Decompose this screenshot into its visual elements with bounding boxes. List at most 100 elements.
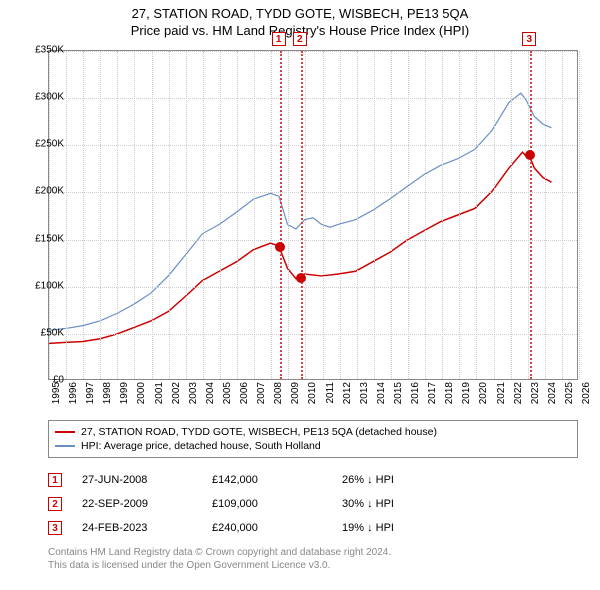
y-axis-label: £50K <box>24 327 64 338</box>
x-axis-label: 1996 <box>68 382 79 412</box>
sale-point <box>525 150 535 160</box>
x-axis-label: 2017 <box>427 382 438 412</box>
gridline-v <box>237 51 238 379</box>
x-axis-label: 2023 <box>530 382 541 412</box>
event-date: 24-FEB-2023 <box>82 522 212 534</box>
x-axis-label: 2020 <box>478 382 489 412</box>
x-axis-label: 2012 <box>342 382 353 412</box>
sale-events-table: 127-JUN-2008£142,00026% ↓ HPI222-SEP-200… <box>48 468 578 540</box>
x-axis-label: 2022 <box>513 382 524 412</box>
gridline-h <box>49 145 577 146</box>
event-marker: 1 <box>272 32 286 46</box>
gridline-h <box>49 51 577 52</box>
legend-row-hpi: HPI: Average price, detached house, Sout… <box>55 439 571 453</box>
gridline-v <box>288 51 289 379</box>
sale-point <box>296 273 306 283</box>
x-axis-label: 2018 <box>444 382 455 412</box>
event-price: £109,000 <box>212 498 342 510</box>
gridline-v <box>511 51 512 379</box>
x-axis-label: 2026 <box>581 382 592 412</box>
x-axis-label: 2013 <box>359 382 370 412</box>
x-axis-label: 2025 <box>564 382 575 412</box>
gridline-v <box>374 51 375 379</box>
y-axis-label: £200K <box>24 186 64 197</box>
gridline-v <box>391 51 392 379</box>
x-axis-label: 2019 <box>461 382 472 412</box>
event-marker: 3 <box>522 32 536 46</box>
gridline-h <box>49 287 577 288</box>
gridline-v <box>425 51 426 379</box>
event-marker: 2 <box>48 497 62 511</box>
x-axis-label: 2007 <box>256 382 267 412</box>
gridline-v <box>442 51 443 379</box>
event-table-row: 2 22-SEP-2009£109,00030% ↓ HPI <box>48 492 578 516</box>
x-axis-label: 1998 <box>102 382 113 412</box>
event-line <box>280 51 282 379</box>
x-axis-label: 2015 <box>393 382 404 412</box>
gridline-v <box>100 51 101 379</box>
x-axis-label: 2010 <box>307 382 318 412</box>
legend-swatch-property <box>55 431 75 433</box>
event-line <box>530 51 532 379</box>
x-axis-label: 2011 <box>325 382 336 412</box>
footer-line1: Contains HM Land Registry data © Crown c… <box>48 546 578 559</box>
gridline-v <box>323 51 324 379</box>
x-axis-label: 2016 <box>410 382 421 412</box>
gridline-v <box>545 51 546 379</box>
legend-label-property: 27, STATION ROAD, TYDD GOTE, WISBECH, PE… <box>81 426 437 438</box>
gridline-v <box>254 51 255 379</box>
gridline-v <box>220 51 221 379</box>
gridline-v <box>186 51 187 379</box>
chart-legend: 27, STATION ROAD, TYDD GOTE, WISBECH, PE… <box>48 420 578 458</box>
legend-swatch-hpi <box>55 445 75 447</box>
event-line <box>301 51 303 379</box>
event-price: £240,000 <box>212 522 342 534</box>
event-date: 22-SEP-2009 <box>82 498 212 510</box>
event-price: £142,000 <box>212 474 342 486</box>
gridline-h <box>49 334 577 335</box>
x-axis-label: 2024 <box>547 382 558 412</box>
event-delta: 19% ↓ HPI <box>342 522 578 534</box>
gridline-v <box>562 51 563 379</box>
x-axis-label: 2021 <box>496 382 507 412</box>
gridline-h <box>49 240 577 241</box>
gridline-v <box>271 51 272 379</box>
x-axis-label: 2000 <box>136 382 147 412</box>
gridline-v <box>459 51 460 379</box>
gridline-v <box>476 51 477 379</box>
x-axis-label: 2003 <box>188 382 199 412</box>
x-axis-label: 2006 <box>239 382 250 412</box>
y-axis-label: £150K <box>24 233 64 244</box>
event-marker: 2 <box>293 32 307 46</box>
sale-point <box>275 242 285 252</box>
event-table-row: 3 24-FEB-2023£240,00019% ↓ HPI <box>48 516 578 540</box>
x-axis-label: 2009 <box>290 382 301 412</box>
y-axis-label: £350K <box>24 45 64 56</box>
x-axis-label: 1997 <box>85 382 96 412</box>
gridline-v <box>408 51 409 379</box>
y-axis-label: £250K <box>24 139 64 150</box>
gridline-v <box>494 51 495 379</box>
x-axis-label: 2001 <box>154 382 165 412</box>
gridline-v <box>117 51 118 379</box>
chart-plot-area <box>48 50 578 380</box>
x-axis-label: 2005 <box>222 382 233 412</box>
event-delta: 30% ↓ HPI <box>342 498 578 510</box>
y-axis-label: £100K <box>24 280 64 291</box>
gridline-v <box>134 51 135 379</box>
title-address: 27, STATION ROAD, TYDD GOTE, WISBECH, PE… <box>0 6 600 21</box>
legend-row-property: 27, STATION ROAD, TYDD GOTE, WISBECH, PE… <box>55 425 571 439</box>
gridline-v <box>357 51 358 379</box>
gridline-v <box>203 51 204 379</box>
gridline-h <box>49 98 577 99</box>
x-axis-label: 2004 <box>205 382 216 412</box>
x-axis-label: 1999 <box>119 382 130 412</box>
gridline-v <box>152 51 153 379</box>
event-delta: 26% ↓ HPI <box>342 474 578 486</box>
gridline-h <box>49 192 577 193</box>
attribution-footer: Contains HM Land Registry data © Crown c… <box>48 546 578 572</box>
event-marker: 3 <box>48 521 62 535</box>
gridline-v <box>66 51 67 379</box>
x-axis-label: 2014 <box>376 382 387 412</box>
x-axis-label: 2008 <box>273 382 284 412</box>
